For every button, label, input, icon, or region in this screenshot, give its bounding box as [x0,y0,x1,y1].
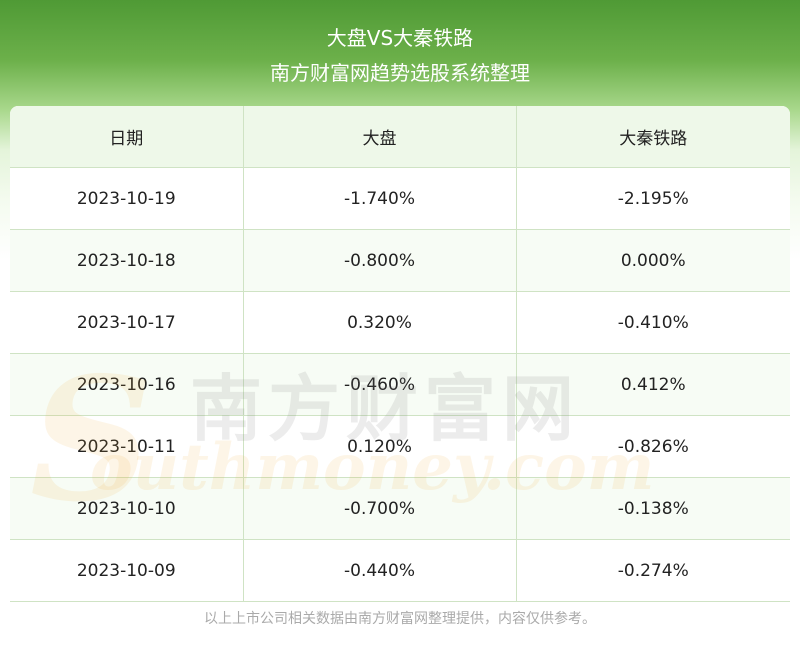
table-cell: -0.410% [516,291,790,354]
footer: 以上上市公司相关数据由南方财富网整理提供，内容仅供参考。 [204,611,596,627]
table-cell: -1.740% [243,167,517,230]
title: 大盘VS大秦铁路 [326,26,474,50]
table-row: 2023-10-11 0.120% -0.826% [10,415,790,478]
table-cell: -0.440% [243,539,517,602]
subtitle: 南方财富网趋势选股系统整理 [270,61,530,85]
table-cell: 0.412% [516,353,790,416]
table-row: 2023-10-19 -1.740% -2.195% [10,167,790,230]
table-row: 2023-10-16 -0.460% 0.412% [10,353,790,416]
table-row: 2023-10-17 0.320% -0.410% [10,291,790,354]
table: 日期 大盘 大秦铁路 2023-10-19 -1.740% -2.195% 2023-10… [10,106,790,602]
table-cell: 2023-10-17 [10,291,244,354]
table-cell: -0.274% [516,539,790,602]
table-row: 2023-10-09 -0.440% -0.274% [10,539,790,602]
column-header: 大秦铁路 [516,106,790,168]
table-body: 2023-10-19 -1.740% -2.195% 2023-10-18 -0.800… [10,167,790,602]
table-cell: 0.320% [243,291,517,354]
table-cell: 2023-10-16 [10,353,244,416]
column-header: 大盘 [243,106,517,168]
table-cell: -0.700% [243,477,517,540]
table-cell: 2023-10-09 [10,539,244,602]
table-cell: -0.800% [243,229,517,292]
table-cell: -0.460% [243,353,517,416]
table-row: 2023-10-10 -0.700% -0.138% [10,477,790,540]
table-cell: 2023-10-18 [10,229,244,292]
table-cell: 0.120% [243,415,517,478]
table-cell: -0.826% [516,415,790,478]
table-row: 2023-10-18 -0.800% 0.000% [10,229,790,292]
table-card: 日期 大盘 大秦铁路 2023-10-19 -1.740% -2.195% 2023-10… [10,106,790,602]
table-cell: 0.000% [516,229,790,292]
table-cell: -2.195% [516,167,790,230]
column-header: 日期 [10,106,244,168]
table-cell: 2023-10-10 [10,477,244,540]
header-row: 日期 大盘 大秦铁路 [10,106,790,168]
table-cell: 2023-10-19 [10,167,244,230]
table-cell: 2023-10-11 [10,415,244,478]
table-cell: -0.138% [516,477,790,540]
